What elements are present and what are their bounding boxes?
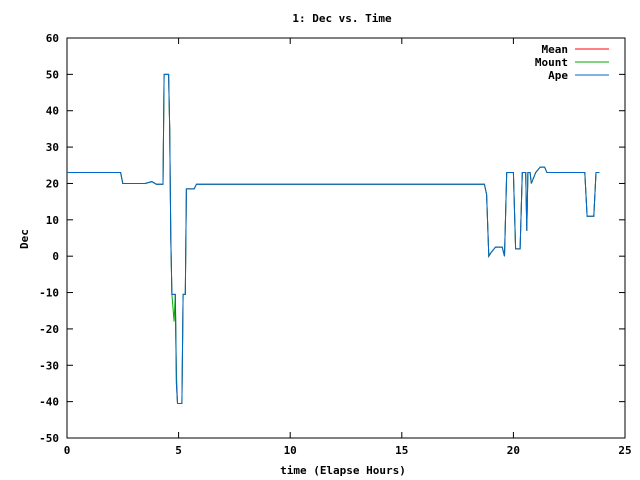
axis-ticks: 0 5 10 15 20 25 60 50 40 30 20 10 0 -10 -20 -30 -40 -50: [39, 32, 632, 457]
y-tick-label: 50: [46, 68, 59, 81]
x-tick-label: 10: [284, 444, 297, 457]
legend-label: Mean: [542, 43, 569, 56]
y-tick-label: -20: [39, 323, 59, 336]
y-tick-label: 0: [52, 250, 59, 263]
chart-title: 1: Dec vs. Time: [292, 12, 392, 25]
y-tick-label: 10: [46, 214, 59, 227]
y-tick-label: -40: [39, 396, 59, 409]
plot-frame: [66, 37, 626, 439]
y-tick-label: 20: [46, 177, 59, 190]
legend-label: Mount: [535, 56, 568, 69]
series-line-mean: [67, 73, 600, 404]
x-tick-label: 20: [507, 444, 520, 457]
legend-label: Ape: [548, 69, 568, 82]
y-axis-label: Dec: [18, 229, 31, 249]
y-tick-label: -10: [39, 287, 59, 300]
x-tick-label: 0: [64, 444, 71, 457]
y-tick-label: 40: [46, 105, 59, 118]
series-lines: [67, 73, 600, 404]
y-tick-label: 60: [46, 32, 59, 45]
y-tick-label: -50: [39, 432, 59, 445]
x-tick-label: 25: [618, 444, 631, 457]
x-tick-label: 5: [175, 444, 182, 457]
y-tick-label: -30: [39, 359, 59, 372]
x-axis-label: time (Elapse Hours): [280, 464, 406, 477]
series-line-ape: [67, 73, 600, 404]
x-tick-label: 15: [395, 444, 408, 457]
series-line-mount: [67, 73, 600, 404]
y-tick-label: 30: [46, 141, 59, 154]
